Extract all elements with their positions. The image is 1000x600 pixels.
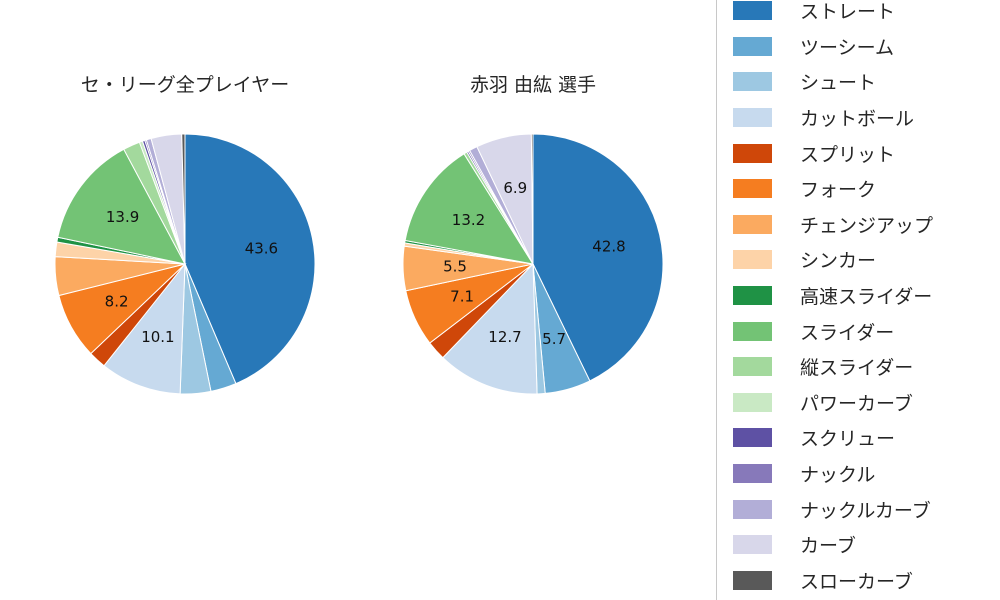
legend-item: ナックル bbox=[733, 456, 1000, 492]
legend-label: スプリット bbox=[800, 143, 896, 166]
legend-swatch bbox=[733, 36, 772, 56]
legend-swatch bbox=[733, 286, 772, 306]
pie-value-label: 13.9 bbox=[106, 208, 139, 226]
legend-label: スライダー bbox=[800, 321, 895, 344]
legend-label: チェンジアップ bbox=[800, 214, 934, 237]
legend-swatch bbox=[733, 464, 772, 484]
pie-value-label: 13.2 bbox=[452, 211, 485, 229]
legend-swatch bbox=[733, 214, 772, 234]
legend-label: スローカーブ bbox=[800, 570, 913, 593]
legend-item: ツーシーム bbox=[733, 29, 1000, 65]
legend-item: スライダー bbox=[733, 313, 1000, 349]
pie-slice bbox=[530, 133, 534, 265]
legend-swatch bbox=[733, 321, 772, 341]
legend-label: シュート bbox=[800, 72, 877, 95]
legend-item: シュート bbox=[733, 64, 1000, 100]
legend-item: スローカーブ bbox=[733, 563, 1000, 599]
legend-swatch bbox=[733, 357, 772, 377]
legend-item: フォーク bbox=[733, 171, 1000, 207]
legend-swatch bbox=[733, 570, 772, 590]
legend-label: ナックルカーブ bbox=[800, 499, 931, 522]
legend-swatch bbox=[733, 428, 772, 448]
pie-slice bbox=[57, 148, 186, 265]
pie-value-label: 7.1 bbox=[450, 288, 474, 306]
pie-value-label: 10.1 bbox=[141, 328, 174, 346]
legend-swatch bbox=[733, 392, 772, 412]
pie-slice bbox=[181, 133, 186, 265]
pie-value-label: 8.2 bbox=[105, 293, 129, 311]
legend-label: 縦スライダー bbox=[800, 357, 914, 380]
legend-label: スクリュー bbox=[800, 428, 896, 451]
legend-label: ナックル bbox=[800, 464, 876, 487]
legend-item: シンカー bbox=[733, 242, 1000, 278]
legend-label: ストレート bbox=[800, 1, 896, 24]
pie-value-label: 42.8 bbox=[592, 238, 625, 256]
legend-swatch bbox=[733, 72, 772, 92]
legend-item: ナックルカーブ bbox=[733, 491, 1000, 527]
legend-swatch bbox=[733, 143, 772, 163]
pie-slice bbox=[532, 133, 664, 382]
legend-swatch bbox=[733, 250, 772, 270]
legend-items: ストレート ツーシーム シュート カットボール スプリット フォーク チェンジア… bbox=[717, 0, 1000, 598]
legend-label: 高速スライダー bbox=[800, 286, 933, 309]
pie-chart-league: 43.6 10.1 8.2 13.9 bbox=[54, 133, 316, 395]
pie-value-label: 12.7 bbox=[488, 328, 521, 346]
legend-swatch bbox=[733, 179, 772, 199]
legend-label: シンカー bbox=[800, 250, 877, 273]
legend-label: ツーシーム bbox=[800, 36, 895, 59]
legend-item: カットボール bbox=[733, 100, 1000, 136]
pie-slice bbox=[404, 153, 535, 265]
legend-swatch bbox=[733, 535, 772, 555]
pie-value-label: 6.9 bbox=[503, 179, 527, 197]
legend-swatch bbox=[733, 108, 772, 128]
legend: ストレート ツーシーム シュート カットボール スプリット フォーク チェンジア… bbox=[716, 0, 1000, 600]
chart-title-player: 赤羽 由紘 選手 bbox=[469, 74, 597, 96]
pie-slice bbox=[442, 262, 538, 395]
legend-swatch bbox=[733, 1, 772, 21]
legend-item: ストレート bbox=[733, 0, 1000, 29]
pie-slice bbox=[103, 262, 186, 395]
legend-label: フォーク bbox=[800, 179, 877, 202]
legend-item: チェンジアップ bbox=[733, 207, 1000, 243]
legend-label: カットボール bbox=[800, 108, 915, 131]
legend-label: カーブ bbox=[800, 535, 856, 558]
legend-item: 縦スライダー bbox=[733, 349, 1000, 385]
legend-item: スクリュー bbox=[733, 420, 1000, 456]
legend-item: スプリット bbox=[733, 135, 1000, 171]
legend-item: 高速スライダー bbox=[733, 278, 1000, 314]
pie-value-label: 43.6 bbox=[245, 239, 278, 257]
legend-label: パワーカーブ bbox=[800, 392, 913, 415]
pie-value-label: 5.7 bbox=[542, 330, 566, 348]
chart-title-league: セ・リーグ全プレイヤー bbox=[80, 74, 290, 96]
pie-slice bbox=[184, 133, 316, 385]
pie-value-label: 5.5 bbox=[443, 258, 467, 276]
legend-swatch bbox=[733, 499, 772, 519]
legend-item: カーブ bbox=[733, 527, 1000, 563]
legend-item: パワーカーブ bbox=[733, 385, 1000, 421]
pie-chart-player: 42.8 5.7 12.7 7.1 5.5 13.2 6.9 bbox=[402, 133, 664, 395]
